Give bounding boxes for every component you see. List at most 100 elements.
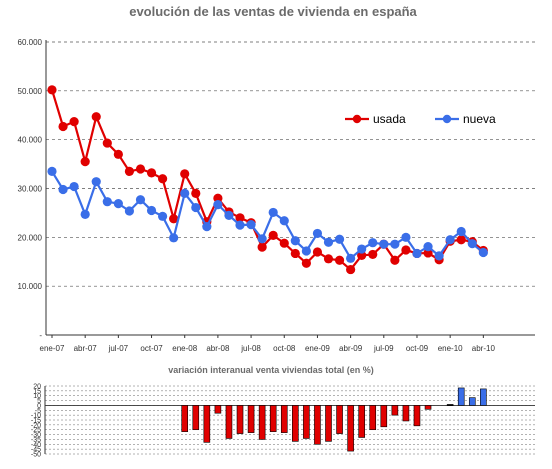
data-point-nueva <box>434 251 444 261</box>
variation-bar <box>480 388 487 406</box>
x-tick-label: oct-09 <box>406 344 429 353</box>
data-point-usada <box>456 235 466 245</box>
variation-bar <box>336 405 343 434</box>
data-point-nueva <box>80 209 90 219</box>
data-point-nueva <box>412 248 422 259</box>
data-point-usada <box>334 255 345 265</box>
bar-y-tick-label: 5 <box>37 398 41 405</box>
data-point-nueva <box>268 207 278 218</box>
y-tick-label: - <box>39 331 42 340</box>
data-point-nueva <box>58 184 68 195</box>
bar-y-tick-label: -45 <box>31 447 41 454</box>
series-line-usada <box>50 89 485 272</box>
data-point-usada <box>146 168 157 178</box>
data-point-usada <box>279 238 289 248</box>
x-tick-label: abr-08 <box>206 344 230 353</box>
data-point-nueva <box>213 200 223 210</box>
bar-y-tick-label: -30 <box>31 432 41 439</box>
data-point-usada <box>169 214 179 224</box>
bar-y-tick-label: 20 <box>33 384 41 391</box>
data-point-nueva <box>467 239 477 249</box>
x-tick-label: jul-09 <box>373 344 394 353</box>
data-point-nueva <box>279 216 289 226</box>
data-point-nueva <box>456 226 466 237</box>
data-point-nueva <box>368 238 378 248</box>
variation-bar <box>413 405 421 427</box>
data-point-nueva <box>290 236 300 246</box>
x-tick-label: jul-07 <box>108 344 129 353</box>
y-tick-label: 10.000 <box>18 282 43 291</box>
data-point-nueva <box>235 220 245 230</box>
variation-bar <box>225 405 233 439</box>
bar-y-tick-label: 10 <box>33 393 41 400</box>
variation-bar <box>292 405 299 442</box>
data-point-nueva <box>323 237 334 247</box>
y-tick-label: 50.000 <box>18 87 43 96</box>
data-point-usada <box>401 245 411 255</box>
main-chart-title: evolución de las ventas de vivienda en e… <box>129 4 417 19</box>
bar-y-tick-label: -20 <box>31 422 41 429</box>
variation-bar <box>236 405 244 434</box>
data-point-usada <box>312 247 323 257</box>
y-tick-label: 60.000 <box>18 38 43 47</box>
data-point-usada <box>257 242 267 252</box>
data-point-nueva <box>401 232 411 242</box>
bar-y-tick-label: -40 <box>31 442 41 449</box>
variation-bar <box>280 405 288 433</box>
data-point-nueva <box>445 235 455 245</box>
data-point-usada <box>102 138 112 148</box>
data-point-nueva <box>334 234 345 244</box>
x-tick-label: jul-08 <box>240 344 261 353</box>
data-point-usada <box>113 149 123 159</box>
data-point-nueva <box>357 244 367 254</box>
x-tick-label: ene-10 <box>438 344 463 353</box>
variation-bar <box>258 405 266 440</box>
bar-y-tick-label: -35 <box>31 437 41 444</box>
data-point-nueva <box>224 210 234 220</box>
variation-bar <box>214 405 222 414</box>
data-point-nueva <box>312 228 323 239</box>
data-point-nueva <box>91 177 101 187</box>
bar-y-tick-label: -50 <box>31 452 41 459</box>
data-point-usada <box>213 193 223 203</box>
data-point-usada <box>346 264 356 275</box>
x-tick-label: abr-07 <box>74 344 98 353</box>
variation-bar <box>347 405 354 452</box>
data-point-usada <box>191 188 201 198</box>
variation-bar <box>303 405 310 439</box>
data-point-usada <box>180 169 190 179</box>
x-tick-label: ene-09 <box>305 344 330 353</box>
data-point-usada <box>80 157 90 167</box>
variation-bar <box>380 405 388 428</box>
variation-bar <box>402 405 410 422</box>
bar-y-tick-label: 0 <box>37 403 41 410</box>
data-point-usada <box>47 85 57 95</box>
data-point-nueva <box>246 220 256 230</box>
data-point-nueva <box>146 205 157 216</box>
data-point-nueva <box>169 233 179 243</box>
data-point-nueva <box>379 239 389 249</box>
variation-bar <box>192 405 200 431</box>
y-tick-label: 20.000 <box>18 233 43 242</box>
y-tick-label: 30.000 <box>18 185 43 194</box>
x-tick-label: oct-07 <box>140 344 163 353</box>
x-tick-label: ene-08 <box>172 344 197 353</box>
data-point-usada <box>301 258 311 268</box>
data-point-usada <box>290 248 300 259</box>
data-point-nueva <box>47 166 57 177</box>
data-point-nueva <box>346 253 356 263</box>
variation-bar <box>203 405 211 443</box>
variation-bar <box>269 405 277 432</box>
data-point-usada <box>69 116 79 127</box>
data-point-usada <box>368 249 378 260</box>
data-point-usada <box>390 255 400 265</box>
data-point-usada <box>235 213 245 223</box>
data-point-usada <box>124 166 135 177</box>
main-line-chart: - 10.000 20.000 30.000 40.000 50.000 60.000 ene… <box>18 38 535 353</box>
variation-bar <box>468 397 476 406</box>
variation-bar <box>325 405 332 442</box>
variation-bar <box>391 405 399 416</box>
